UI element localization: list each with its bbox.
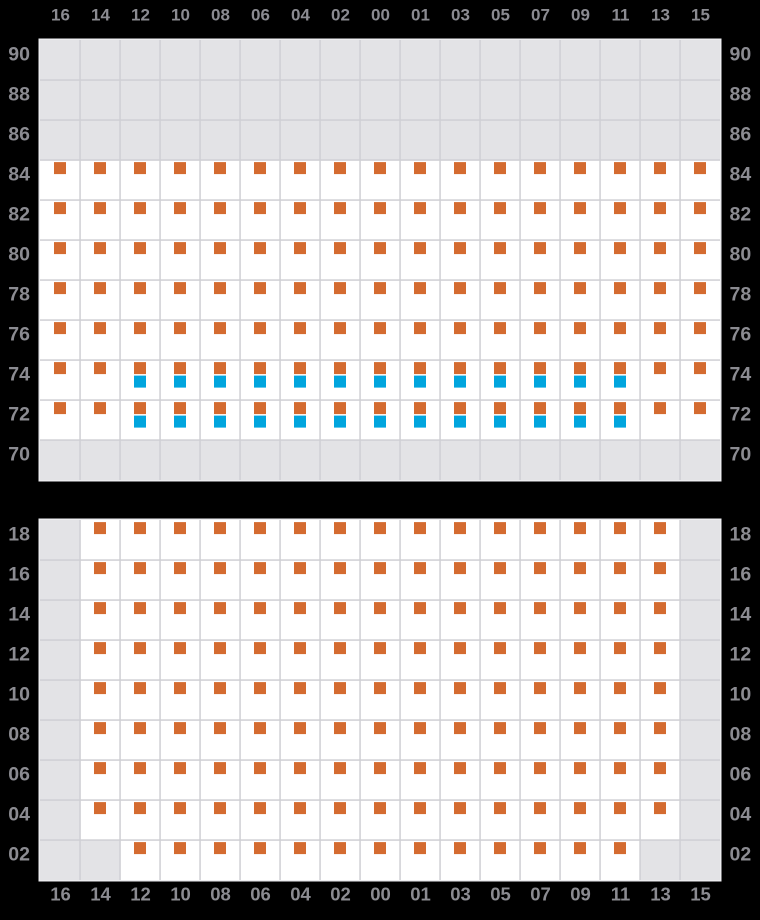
svg-text:78: 78 — [730, 284, 752, 306]
svg-text:03: 03 — [451, 6, 470, 25]
svg-text:04: 04 — [291, 6, 310, 25]
svg-text:08: 08 — [8, 724, 30, 746]
svg-text:08: 08 — [211, 6, 230, 25]
svg-text:80: 80 — [730, 244, 752, 266]
svg-text:70: 70 — [8, 444, 30, 466]
svg-text:70: 70 — [730, 444, 752, 466]
svg-text:09: 09 — [570, 884, 591, 905]
svg-text:05: 05 — [490, 884, 511, 905]
svg-text:10: 10 — [8, 684, 30, 706]
svg-text:72: 72 — [8, 404, 30, 426]
svg-text:74: 74 — [730, 364, 752, 386]
svg-text:03: 03 — [450, 884, 471, 905]
svg-text:88: 88 — [730, 84, 752, 106]
svg-text:86: 86 — [8, 124, 30, 146]
svg-text:78: 78 — [8, 284, 30, 306]
svg-text:74: 74 — [8, 364, 30, 386]
svg-text:09: 09 — [571, 6, 590, 25]
svg-text:90: 90 — [8, 44, 30, 66]
svg-text:11: 11 — [612, 6, 630, 25]
svg-text:01: 01 — [410, 884, 431, 905]
svg-text:07: 07 — [531, 6, 550, 25]
svg-text:13: 13 — [651, 6, 670, 25]
svg-text:18: 18 — [730, 524, 752, 546]
svg-text:13: 13 — [650, 884, 671, 905]
svg-text:84: 84 — [730, 164, 752, 186]
svg-text:16: 16 — [8, 564, 30, 586]
svg-text:76: 76 — [730, 324, 752, 346]
svg-text:11: 11 — [611, 884, 631, 905]
svg-text:02: 02 — [730, 844, 752, 866]
svg-text:86: 86 — [730, 124, 752, 146]
svg-text:06: 06 — [251, 6, 270, 25]
svg-text:12: 12 — [8, 644, 30, 666]
svg-text:16: 16 — [50, 884, 71, 905]
svg-text:90: 90 — [730, 44, 752, 66]
svg-text:08: 08 — [730, 724, 752, 746]
svg-text:07: 07 — [530, 884, 551, 905]
svg-text:02: 02 — [8, 844, 30, 866]
svg-text:88: 88 — [8, 84, 30, 106]
svg-text:82: 82 — [730, 204, 752, 226]
svg-text:06: 06 — [250, 884, 271, 905]
svg-text:15: 15 — [690, 884, 711, 905]
svg-text:82: 82 — [8, 204, 30, 226]
svg-text:80: 80 — [8, 244, 30, 266]
svg-text:18: 18 — [8, 524, 30, 546]
svg-text:12: 12 — [730, 644, 752, 666]
svg-text:00: 00 — [371, 6, 390, 25]
svg-text:72: 72 — [730, 404, 752, 426]
svg-text:06: 06 — [8, 764, 30, 786]
svg-text:12: 12 — [131, 6, 150, 25]
svg-text:01: 01 — [411, 6, 430, 25]
svg-text:12: 12 — [130, 884, 151, 905]
svg-text:76: 76 — [8, 324, 30, 346]
svg-text:14: 14 — [91, 6, 110, 25]
svg-text:16: 16 — [730, 564, 752, 586]
svg-text:84: 84 — [8, 164, 30, 186]
svg-text:14: 14 — [8, 604, 30, 626]
svg-text:15: 15 — [691, 6, 710, 25]
svg-text:05: 05 — [491, 6, 510, 25]
svg-text:04: 04 — [8, 804, 30, 826]
svg-text:08: 08 — [210, 884, 231, 905]
svg-text:16: 16 — [51, 6, 70, 25]
svg-text:02: 02 — [330, 884, 351, 905]
svg-text:10: 10 — [171, 6, 190, 25]
svg-text:10: 10 — [170, 884, 191, 905]
svg-text:04: 04 — [730, 804, 752, 826]
svg-text:04: 04 — [290, 884, 311, 905]
svg-text:14: 14 — [90, 884, 111, 905]
svg-text:10: 10 — [730, 684, 752, 706]
svg-text:14: 14 — [730, 604, 752, 626]
svg-text:02: 02 — [331, 6, 350, 25]
svg-text:06: 06 — [730, 764, 752, 786]
svg-text:00: 00 — [370, 884, 391, 905]
